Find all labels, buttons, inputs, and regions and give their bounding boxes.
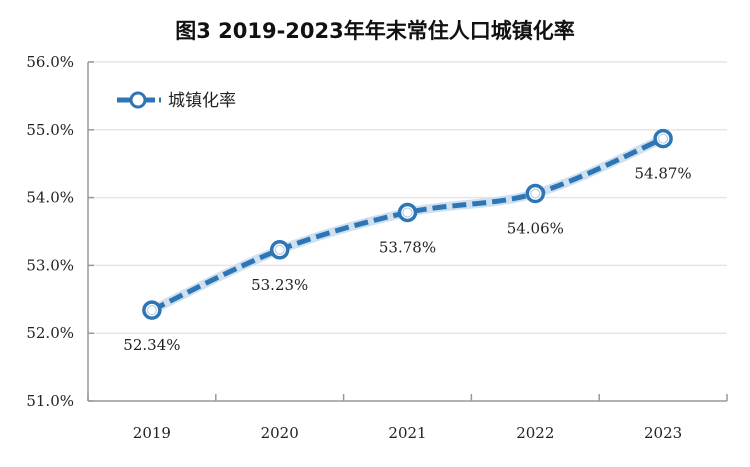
- grid: [88, 61, 727, 334]
- legend: 城镇化率: [117, 91, 236, 111]
- y-tick-label: 56.0%: [26, 53, 74, 71]
- x-tick-label: 2020: [261, 424, 299, 442]
- data-point: [269, 240, 290, 260]
- legend-label: 城镇化率: [168, 91, 236, 111]
- data-point: [397, 202, 418, 223]
- data-label: 53.23%: [251, 276, 308, 294]
- data-point: [653, 128, 673, 149]
- x-tick-label: 2019: [133, 424, 171, 442]
- x-tick-label: 2022: [516, 424, 554, 442]
- data-point-inner: [274, 244, 285, 255]
- data-point: [142, 300, 162, 320]
- series-line-glow: [147, 134, 668, 315]
- data-point: [525, 183, 546, 204]
- data-point-inner: [530, 188, 541, 199]
- data-label: 52.34%: [123, 336, 180, 354]
- x-tick-label: 2023: [644, 424, 682, 442]
- axes: 51.0% 52.0% 53.0% 54.0% 55.0% 56.0% 2019 2020 20…: [26, 53, 728, 442]
- data-label: 53.78%: [379, 239, 436, 257]
- y-tick-label: 52.0%: [26, 324, 74, 342]
- legend-marker-icon: [129, 91, 147, 109]
- data-point-inner: [146, 305, 157, 316]
- data-point-inner: [402, 207, 413, 218]
- series-line: [142, 128, 673, 320]
- series-line-path: [150, 136, 665, 313]
- y-tick-label: 51.0%: [26, 392, 74, 410]
- y-tick-label: 53.0%: [26, 256, 74, 274]
- data-label: 54.06%: [507, 220, 564, 238]
- data-labels: 52.34% 53.23% 53.78% 54.06% 54.87%: [123, 165, 691, 355]
- data-label: 54.87%: [634, 165, 691, 183]
- chart-title: 图3 2019-2023年年末常住人口城镇化率: [175, 19, 575, 43]
- y-tick-label: 54.0%: [26, 189, 74, 207]
- data-point-inner: [658, 133, 669, 144]
- x-tick-label: 2021: [388, 424, 426, 442]
- y-tick-label: 55.0%: [26, 121, 74, 139]
